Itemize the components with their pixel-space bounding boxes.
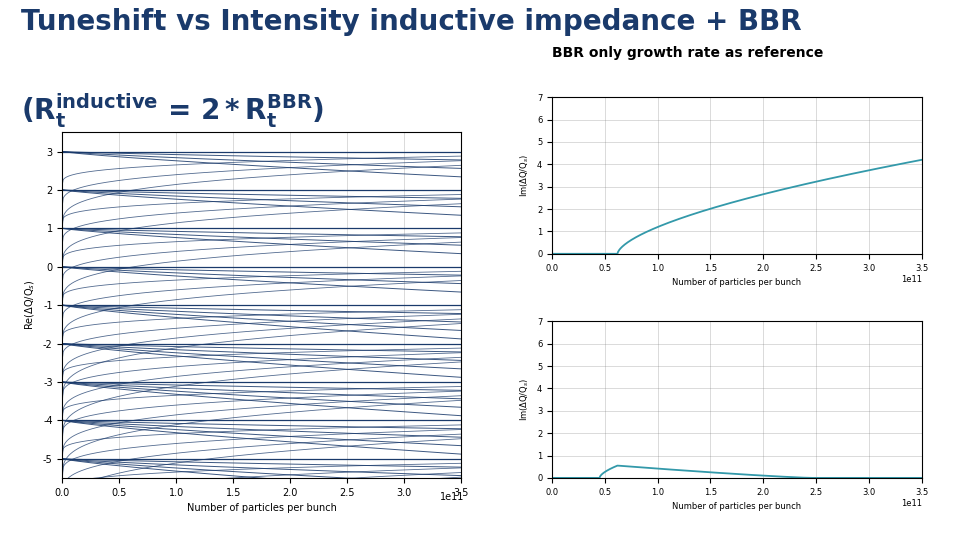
Text: 13: 13 (921, 511, 936, 521)
Text: Sébastien Joly, Elias Métral | Suppression of the SPS TMCI
with a large inductiv: Sébastien Joly, Elias Métral | Suppressi… (349, 507, 611, 526)
Text: Tuneshift vs Intensity inductive impedance + BBR: Tuneshift vs Intensity inductive impedan… (21, 8, 802, 36)
Y-axis label: Im($\Delta$Q/Q$_s$): Im($\Delta$Q/Q$_s$) (518, 378, 531, 421)
Y-axis label: Re($\Delta$Q/Q$_s$): Re($\Delta$Q/Q$_s$) (24, 280, 37, 330)
X-axis label: Number of particles per bunch: Number of particles per bunch (672, 278, 802, 287)
Y-axis label: Im($\Delta$Q/Q$_s$): Im($\Delta$Q/Q$_s$) (518, 154, 531, 197)
X-axis label: Number of particles per bunch: Number of particles per bunch (186, 503, 337, 513)
Text: 1e11: 1e11 (900, 275, 922, 284)
Text: ($\mathbf{R_t^{inductive}}$ = $\mathbf{2*R_t^{BBR}}$): ($\mathbf{R_t^{inductive}}$ = $\mathbf{2… (21, 92, 324, 130)
Text: BBR only growth rate as reference: BBR only growth rate as reference (552, 46, 824, 60)
Text: 1e11: 1e11 (441, 492, 465, 502)
Text: CERN: CERN (25, 514, 43, 519)
Text: 1e11: 1e11 (900, 499, 922, 508)
Text: 27/12/2021: 27/12/2021 (96, 511, 152, 521)
X-axis label: Number of particles per bunch: Number of particles per bunch (672, 502, 802, 511)
